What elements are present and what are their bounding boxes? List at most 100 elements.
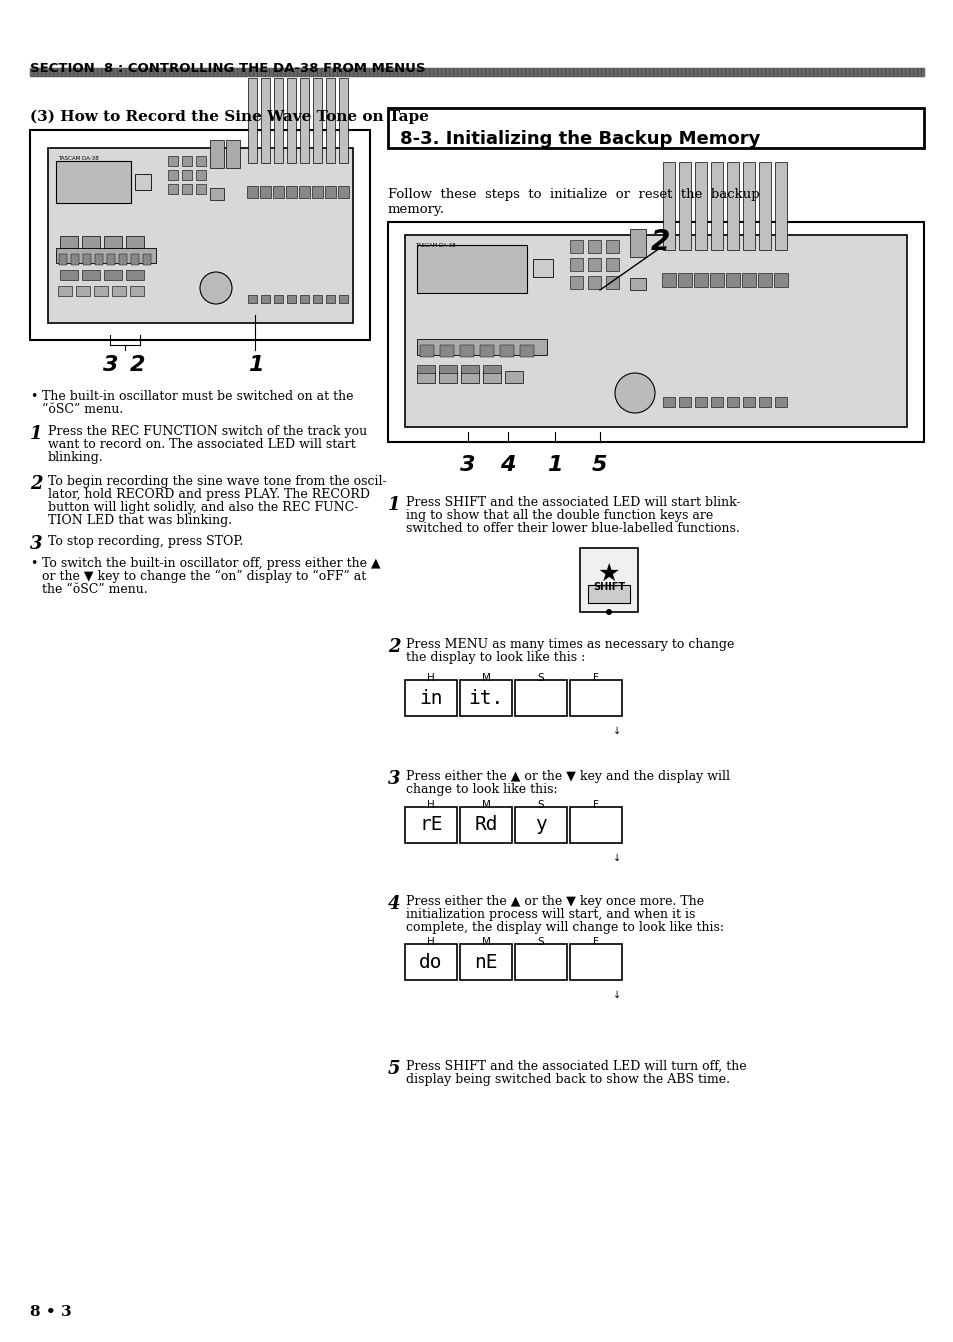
Bar: [82, 236, 100, 248]
Bar: [405, 807, 456, 843]
Bar: [550, 68, 552, 76]
Bar: [569, 680, 621, 717]
Bar: [505, 68, 507, 76]
Bar: [545, 68, 547, 76]
Bar: [515, 807, 566, 843]
Bar: [773, 68, 775, 76]
Bar: [459, 807, 512, 843]
Bar: [701, 68, 703, 76]
Bar: [70, 68, 71, 76]
Bar: [581, 68, 583, 76]
Bar: [182, 170, 192, 180]
Text: the “ŏSC” menu.: the “ŏSC” menu.: [42, 582, 148, 596]
Text: M: M: [481, 672, 490, 683]
Bar: [76, 286, 90, 297]
Text: 1: 1: [248, 356, 263, 374]
Bar: [742, 397, 754, 407]
Bar: [801, 68, 803, 76]
Bar: [34, 68, 36, 76]
Bar: [753, 68, 755, 76]
Bar: [510, 68, 512, 76]
Bar: [882, 68, 883, 76]
Bar: [58, 286, 71, 297]
Bar: [297, 68, 299, 76]
Bar: [460, 370, 478, 382]
Bar: [679, 162, 690, 250]
Bar: [287, 78, 295, 162]
Circle shape: [200, 272, 232, 305]
Bar: [71, 254, 79, 264]
Bar: [266, 68, 268, 76]
Text: 2: 2: [388, 637, 400, 656]
Bar: [733, 68, 735, 76]
Bar: [286, 187, 296, 199]
Text: 2: 2: [30, 475, 43, 493]
Bar: [416, 246, 526, 293]
Bar: [901, 68, 903, 76]
Bar: [587, 276, 600, 289]
Bar: [649, 68, 651, 76]
Bar: [405, 235, 906, 427]
Bar: [533, 259, 553, 276]
Bar: [401, 68, 403, 76]
Bar: [765, 68, 767, 76]
Bar: [726, 397, 739, 407]
Bar: [781, 68, 783, 76]
Text: ↓: ↓: [612, 990, 620, 1000]
Bar: [48, 148, 353, 323]
Text: TION LED that was blinking.: TION LED that was blinking.: [48, 514, 232, 527]
Bar: [195, 156, 206, 166]
Bar: [46, 68, 48, 76]
Text: 3: 3: [459, 455, 475, 475]
Bar: [131, 254, 139, 264]
Bar: [738, 68, 740, 76]
Bar: [490, 68, 492, 76]
Bar: [118, 68, 120, 76]
Bar: [166, 68, 168, 76]
Bar: [638, 68, 639, 76]
Bar: [585, 68, 587, 76]
Bar: [745, 68, 747, 76]
Text: ↓: ↓: [612, 726, 620, 735]
Bar: [317, 68, 319, 76]
Text: lator, hold RECORD and press PLAY. The RECORD: lator, hold RECORD and press PLAY. The R…: [48, 488, 370, 501]
Bar: [257, 68, 260, 76]
Bar: [78, 68, 80, 76]
Text: SECTION  8 : CONTROLLING THE DA-38 FROM MENUS: SECTION 8 : CONTROLLING THE DA-38 FROM M…: [30, 62, 425, 75]
Bar: [461, 68, 463, 76]
Text: TASCAM DA-38: TASCAM DA-38: [415, 243, 456, 248]
Circle shape: [605, 609, 612, 615]
Bar: [338, 78, 348, 162]
Bar: [126, 68, 128, 76]
Bar: [793, 68, 795, 76]
Bar: [517, 68, 519, 76]
Bar: [202, 68, 204, 76]
Text: switched to offer their lower blue-labelled functions.: switched to offer their lower blue-label…: [406, 522, 739, 535]
Bar: [450, 68, 452, 76]
Bar: [416, 340, 546, 356]
Bar: [438, 365, 456, 373]
Bar: [95, 254, 103, 264]
Bar: [213, 68, 215, 76]
Bar: [142, 68, 144, 76]
Bar: [390, 68, 392, 76]
Bar: [233, 68, 235, 76]
Bar: [554, 68, 556, 76]
Bar: [661, 272, 676, 287]
Bar: [605, 276, 618, 289]
Bar: [438, 370, 456, 382]
Text: F: F: [593, 937, 598, 947]
Text: 1: 1: [546, 455, 562, 475]
Text: 3: 3: [103, 356, 118, 374]
Bar: [742, 162, 754, 250]
Bar: [346, 68, 348, 76]
Bar: [370, 68, 372, 76]
Bar: [558, 68, 559, 76]
Bar: [515, 680, 566, 717]
Bar: [662, 397, 675, 407]
Bar: [426, 68, 428, 76]
Text: •: •: [30, 391, 37, 403]
Bar: [410, 68, 412, 76]
Bar: [805, 68, 807, 76]
Bar: [710, 397, 722, 407]
